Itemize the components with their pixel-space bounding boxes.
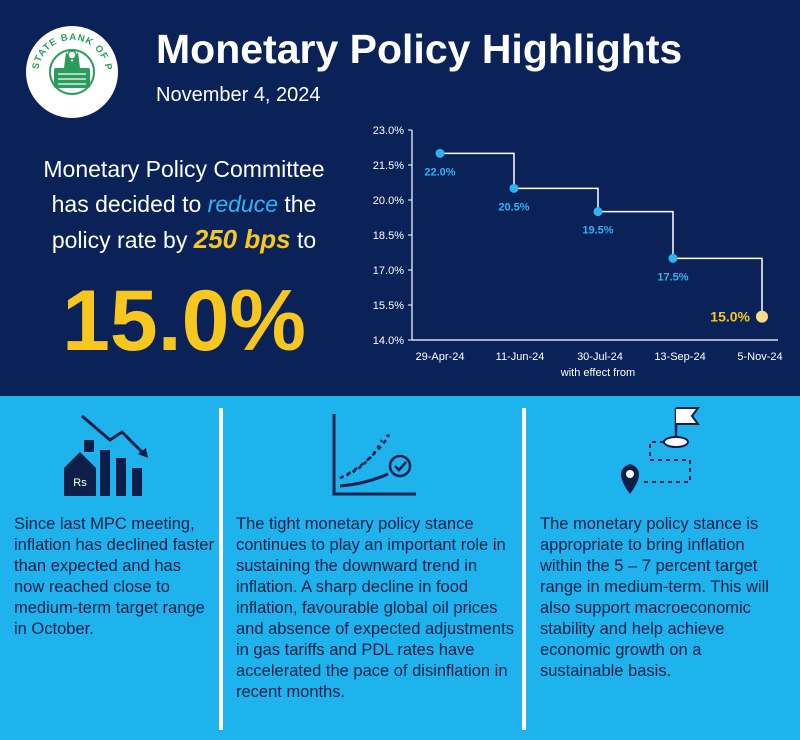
decision-statement: Monetary Policy Committee has decided to… (18, 152, 350, 258)
rate-point (435, 148, 445, 158)
route-to-target-icon (621, 407, 700, 494)
rate-point (756, 310, 768, 323)
policy-rate-chart: 23.0% 21.5% 20.0% 18.5% 17.0% 15.5% 14.0% 29-Ap… (373, 125, 783, 379)
page-title: Monetary Policy Highlights (156, 26, 683, 72)
y-tick-label: 20.0% (373, 195, 404, 207)
rate-data-label: 19.5% (582, 225, 613, 237)
state-bank-logo: STATE BANK OF PAKISTAN (24, 24, 118, 118)
rate-data-label: 17.5% (657, 271, 688, 283)
declining-chart-house-icon: Rs (64, 414, 148, 496)
decision-line-3-start: policy rate by (51, 227, 194, 253)
rate-data-label: 20.5% (498, 201, 529, 213)
y-tick-label: 23.0% (373, 125, 404, 137)
decision-line-2-end: the (277, 191, 317, 217)
x-tick-label: 5-Nov-24 (737, 351, 782, 363)
y-tick-label: 14.0% (373, 335, 404, 347)
new-policy-rate: 15.0% (62, 273, 306, 369)
y-tick-label: 21.5% (373, 160, 404, 172)
x-axis-label: with effect from (560, 367, 635, 379)
x-tick-label: 29-Apr-24 (416, 351, 465, 363)
y-tick-label: 18.5% (373, 230, 404, 242)
x-tick-label: 11-Jun-24 (496, 351, 545, 363)
column-2-text: The tight monetary policy stance continu… (236, 515, 514, 701)
x-tick-label: 13-Sep-24 (654, 351, 705, 363)
decision-line-3-end: to (290, 227, 317, 253)
trend-checkmark-icon (332, 414, 416, 496)
rate-point (593, 207, 603, 217)
rate-point (509, 183, 519, 193)
decision-line-2: has decided to reduce the (18, 187, 350, 222)
column-divider-2 (522, 408, 526, 730)
bps-emphasis: 250 bps (193, 224, 291, 254)
rate-data-label: 22.0% (424, 166, 455, 178)
decision-line-2-start: has decided to (51, 191, 208, 217)
rupee-sign-label: Rs (73, 477, 87, 489)
x-tick-label: 30-Jul-24 (577, 351, 623, 363)
reduce-emphasis: reduce (207, 191, 278, 217)
decision-line-3: policy rate by 250 bps to (18, 222, 350, 258)
summary-panel (0, 396, 800, 740)
rate-data-label: 15.0% (710, 309, 750, 325)
publication-date: November 4, 2024 (156, 84, 321, 106)
header-panel: STATE BANK OF PAKISTAN Monetary Policy H… (18, 24, 783, 379)
column-3-text: The monetary policy stance is appropriat… (540, 515, 769, 680)
y-tick-label: 17.0% (373, 265, 404, 277)
column-divider-1 (219, 408, 223, 730)
y-tick-label: 15.5% (373, 300, 404, 312)
column-1-text: Since last MPC meeting, inflation has de… (14, 515, 214, 638)
rate-point (668, 253, 678, 263)
decision-line-1: Monetary Policy Committee (43, 156, 325, 182)
